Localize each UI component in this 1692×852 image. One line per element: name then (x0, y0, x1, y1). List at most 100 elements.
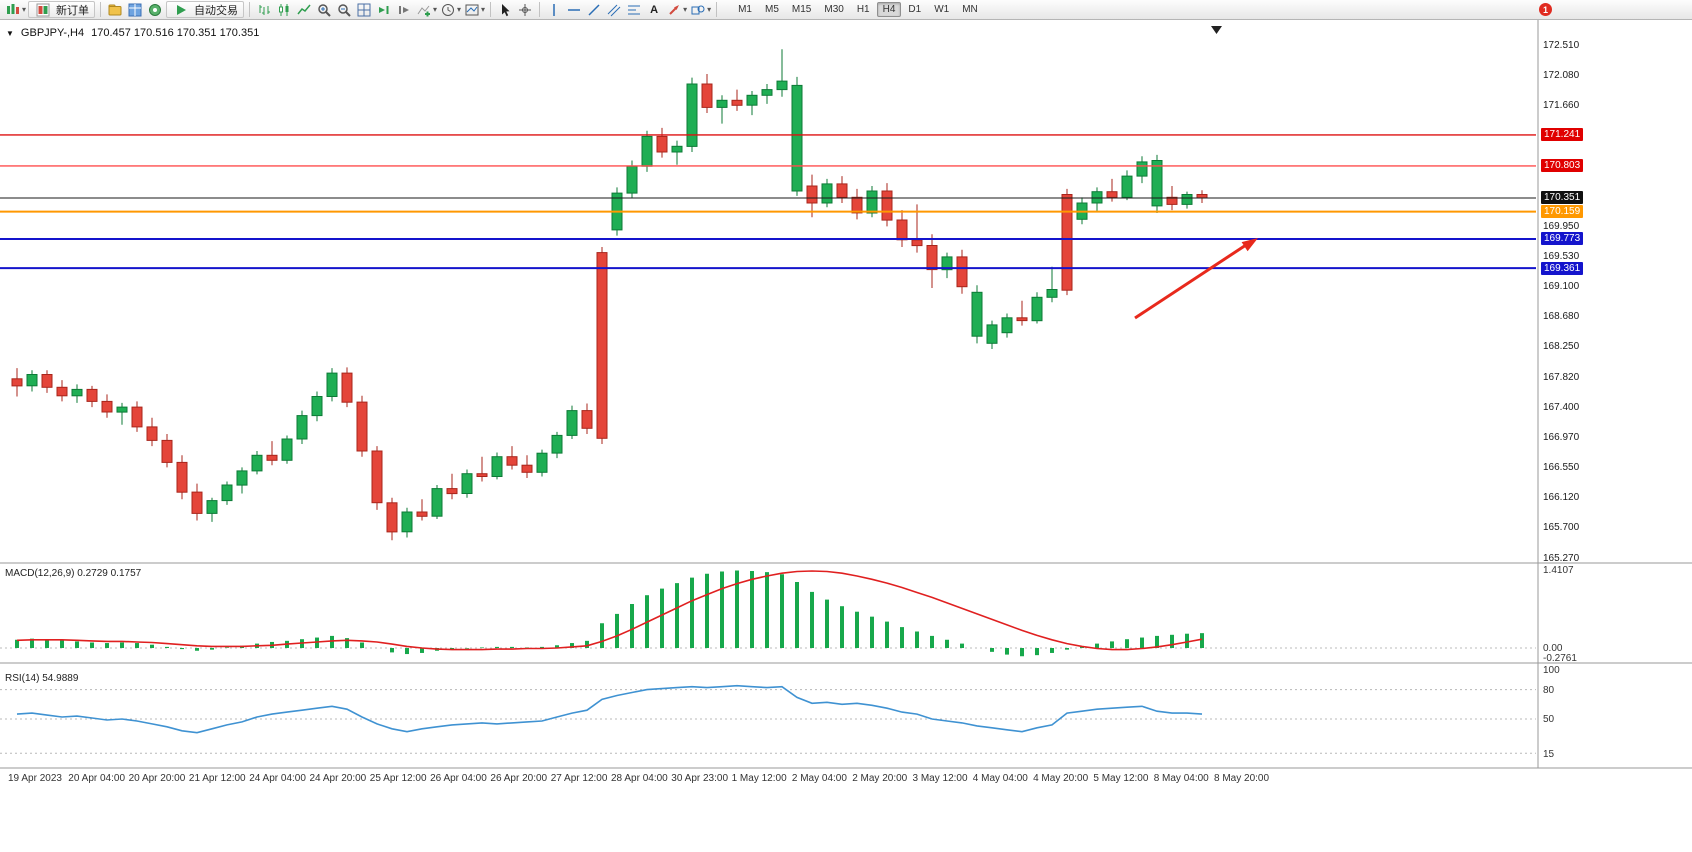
candle-body (281, 438, 293, 461)
timeframe-mn-button[interactable]: MN (962, 4, 978, 15)
channel-tool-icon[interactable] (605, 2, 623, 18)
rsi-axis-label: 15 (1543, 749, 1555, 760)
price-label[interactable]: 169.773 (1541, 232, 1584, 246)
chart-canvas[interactable]: MACD(12,26,9) 0.2729 0.1757 RSI(14) 54.98… (0, 20, 1692, 852)
candle-body (851, 196, 863, 214)
price-label[interactable]: 171.241 (1541, 128, 1584, 142)
candle-body (266, 454, 278, 461)
candle-body (146, 426, 158, 441)
price-label: 167.820 (1543, 371, 1580, 383)
time-label: 26 Apr 20:00 (490, 773, 547, 784)
candle-body (431, 488, 443, 517)
time-label: 2 May 20:00 (852, 773, 907, 784)
bar-chart-mode-icon[interactable] (255, 2, 273, 18)
candle-body (881, 190, 893, 221)
templates-caret[interactable]: ▾ (481, 5, 486, 14)
candle-body (581, 410, 593, 429)
arrows-tool-caret[interactable]: ▾ (683, 5, 688, 14)
candle-body (1016, 317, 1028, 322)
periods-icon[interactable] (439, 2, 457, 18)
tile-windows-icon[interactable] (355, 2, 373, 18)
navigator-icon[interactable] (146, 2, 164, 18)
price-label: 166.550 (1543, 461, 1580, 473)
timeframe-d1-button[interactable]: D1 (908, 4, 922, 15)
horizontal-line-tool-icon[interactable] (565, 2, 583, 18)
line-chart-mode-icon[interactable] (295, 2, 313, 18)
new-chart-caret[interactable]: ▾ (22, 5, 27, 14)
periods-caret[interactable]: ▾ (457, 5, 462, 14)
templates-icon[interactable] (463, 2, 481, 18)
new-chart-icon[interactable] (4, 2, 22, 18)
zoom-in-icon[interactable] (315, 2, 333, 18)
price-label[interactable]: 170.803 (1541, 159, 1584, 173)
zoom-out-icon[interactable] (335, 2, 353, 18)
price-label: 166.970 (1543, 432, 1580, 444)
candle-body (11, 378, 23, 387)
cursor-icon[interactable] (496, 2, 514, 18)
candle-body (596, 252, 608, 439)
autotrading-button[interactable]: 自动交易 (166, 1, 245, 18)
price-label: 168.680 (1543, 310, 1580, 322)
time-label: 5 May 12:00 (1093, 773, 1148, 784)
candle-body (866, 190, 878, 214)
candle-body (476, 473, 488, 478)
price-label: 169.100 (1543, 281, 1580, 293)
trendline-tool-icon[interactable] (585, 2, 603, 18)
time-label: 3 May 12:00 (913, 773, 968, 784)
price-label[interactable]: 169.361 (1541, 261, 1584, 275)
chart-window[interactable]: MACD(12,26,9) 0.2729 0.1757 RSI(14) 54.98… (0, 20, 1692, 852)
candle-body (1046, 289, 1058, 298)
candle-body (911, 239, 923, 247)
candle-body (1196, 194, 1208, 199)
timeframe-m5-button[interactable]: M5 (765, 4, 779, 15)
candle-body (701, 83, 713, 108)
fibonacci-tool-icon[interactable] (625, 2, 643, 18)
candle-body (806, 185, 818, 204)
candle-body (956, 256, 968, 288)
auto-scroll-icon[interactable] (375, 2, 393, 18)
timeframe-w1-button[interactable]: W1 (934, 4, 950, 15)
timeframe-h1-button[interactable]: H1 (856, 4, 870, 15)
symbol-dropdown-caret[interactable]: ▼ (6, 28, 14, 38)
time-label: 25 Apr 12:00 (370, 773, 427, 784)
timeframe-h4-button[interactable]: H4 (876, 2, 902, 17)
candlestick-mode-icon[interactable] (275, 2, 293, 18)
time-label: 27 Apr 12:00 (551, 773, 608, 784)
new-order-button[interactable]: 新订单 (28, 1, 96, 18)
vertical-line-tool-icon[interactable] (545, 2, 563, 18)
market-watch-icon[interactable] (126, 2, 144, 18)
arrows-tool-icon[interactable] (665, 2, 683, 18)
macd-axis-label: 0.00 (1543, 643, 1563, 654)
time-label: 2 May 04:00 (792, 773, 847, 784)
candle-body (1061, 194, 1073, 291)
chart-shift-icon[interactable] (395, 2, 413, 18)
crosshair-icon[interactable] (516, 2, 534, 18)
candle-body (1136, 161, 1148, 177)
candle-body (836, 183, 848, 198)
price-label[interactable]: 170.351 (1541, 191, 1584, 205)
indicators-caret[interactable]: ▾ (433, 5, 438, 14)
timeframe-m15-button[interactable]: M15 (791, 4, 812, 15)
candle-body (986, 324, 998, 344)
candle-body (1181, 194, 1193, 205)
macd-signal-line (16, 570, 1203, 651)
shapes-tool-icon[interactable] (689, 2, 707, 18)
time-label: 21 Apr 12:00 (189, 773, 246, 784)
time-label: 19 Apr 2023 (8, 773, 62, 784)
candle-body (971, 291, 983, 337)
timeframe-m30-button[interactable]: M30 (824, 4, 844, 15)
candle-body (761, 89, 773, 96)
shapes-tool-caret[interactable]: ▾ (707, 5, 712, 14)
candle-body (791, 84, 803, 192)
text-tool-icon[interactable]: A (650, 3, 659, 16)
profiles-icon[interactable] (106, 2, 124, 18)
price-label[interactable]: 170.159 (1541, 205, 1584, 219)
candle-body (1121, 175, 1133, 198)
timeframe-m1-button[interactable]: M1 (738, 4, 752, 15)
candle-body (176, 461, 188, 493)
indicators-icon[interactable] (415, 2, 433, 18)
candle-body (326, 372, 338, 398)
candle-body (671, 145, 683, 153)
rsi-axis-label: 100 (1543, 665, 1560, 676)
notification-badge[interactable]: 1 (1539, 3, 1552, 16)
